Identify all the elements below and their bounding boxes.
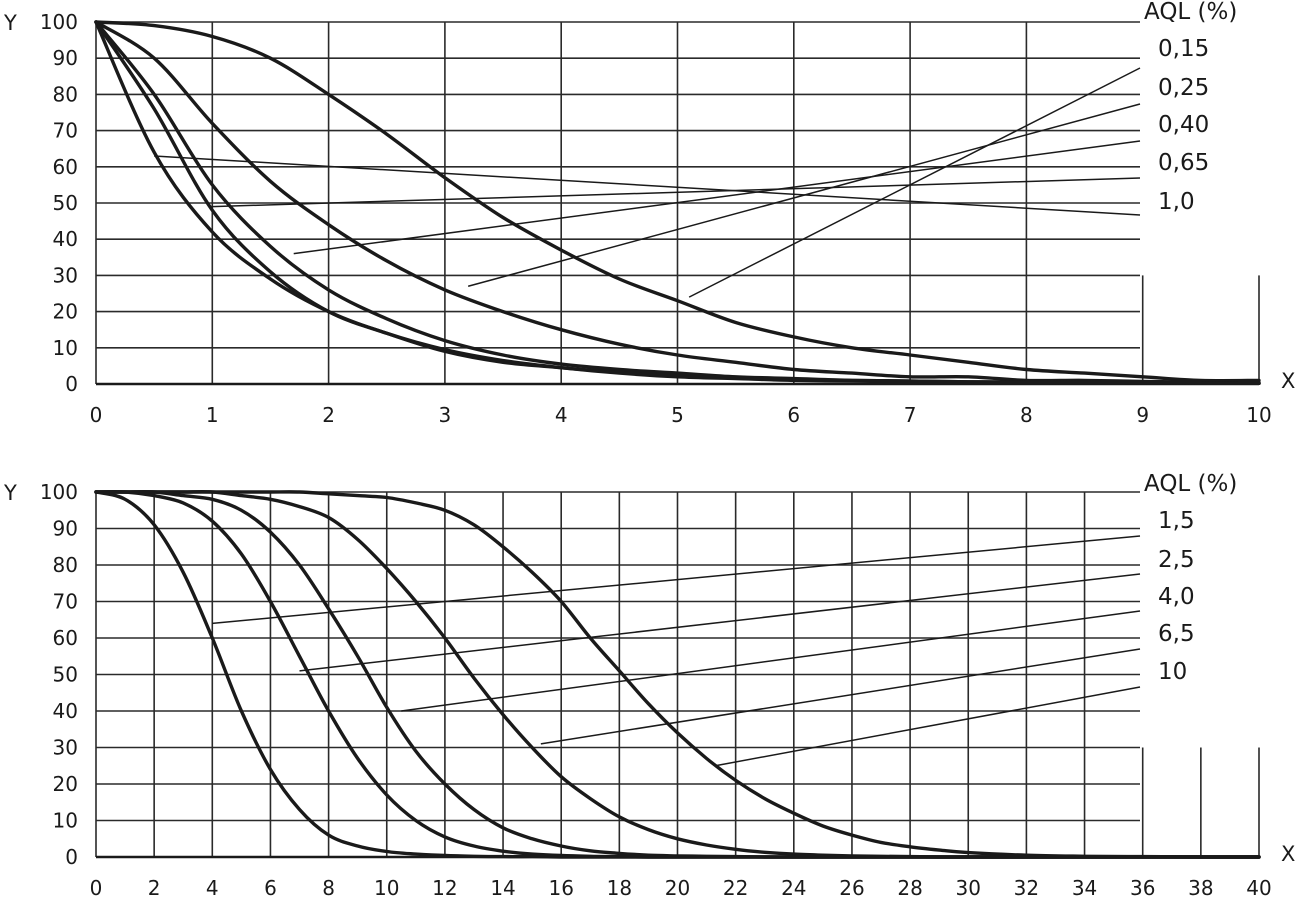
y-tick-label: 60 [53, 626, 78, 650]
x-tick-label: 8 [1020, 403, 1033, 427]
series-label: 0,15 [1158, 36, 1209, 62]
leader-line [715, 686, 1141, 767]
leader-line [212, 535, 1141, 625]
y-tick-label: 20 [53, 300, 78, 324]
y-tick-label: 40 [53, 699, 78, 723]
y-tick-label: 10 [53, 336, 78, 360]
x-tick-label: 14 [490, 876, 515, 900]
series-label: 4,0 [1158, 584, 1195, 610]
x-tick-label: 40 [1246, 876, 1271, 900]
x-tick-label: 4 [555, 403, 568, 427]
x-axis-label: X [1281, 842, 1295, 866]
x-tick-label: 12 [432, 876, 457, 900]
y-tick-label: 70 [53, 119, 78, 143]
x-tick-label: 10 [1246, 403, 1271, 427]
x-tick-label: 3 [439, 403, 452, 427]
leader-line [293, 140, 1141, 255]
x-tick-label: 2 [148, 876, 161, 900]
y-tick-label: 70 [53, 590, 78, 614]
x-tick-label: 26 [839, 876, 864, 900]
x-tick-label: 6 [787, 403, 800, 427]
x-tick-label: 1 [206, 403, 219, 427]
legend-title: AQL (%) [1144, 471, 1237, 497]
x-tick-label: 38 [1188, 876, 1213, 900]
y-tick-label: 80 [53, 82, 78, 106]
x-tick-label: 4 [206, 876, 219, 900]
x-tick-label: 0 [90, 876, 103, 900]
series-label: 0,40 [1158, 112, 1209, 138]
y-tick-label: 90 [53, 517, 78, 541]
y-tick-label: 20 [53, 772, 78, 796]
chart-1: 0 10 20 30 40 50 60 70 80 90 100 0 1 2 3 4 5 6 7 8 9 10 Y X AQL … [3, 0, 1295, 427]
series-line-aql-10 [94, 490, 1261, 859]
x-tick-label: 10 [374, 876, 399, 900]
y-tick-label: 100 [40, 10, 78, 34]
leader-line [540, 648, 1141, 745]
series-line-aql-1-0 [94, 20, 1261, 386]
x-tick-label: 7 [904, 403, 917, 427]
series-label: 0,25 [1158, 75, 1209, 101]
x-tick-label: 2 [322, 403, 335, 427]
grid [95, 491, 1260, 857]
y-tick-label: 0 [65, 845, 78, 869]
y-tick-label: 30 [53, 736, 78, 760]
y-tick-label: 0 [65, 372, 78, 396]
series-line-aql-0-25 [94, 20, 1261, 385]
x-tick-label: 24 [781, 876, 806, 900]
x-axis-label: X [1281, 369, 1295, 393]
series-label: 2,5 [1158, 547, 1195, 573]
series-label: 1,0 [1158, 189, 1195, 215]
x-tick-label: 22 [723, 876, 748, 900]
x-tick-label: 30 [956, 876, 981, 900]
x-tick-label: 36 [1130, 876, 1155, 900]
x-tick-label: 20 [665, 876, 690, 900]
y-tick-label: 10 [53, 809, 78, 833]
series-line-aql-6-5 [94, 490, 1261, 859]
legend-title: AQL (%) [1144, 0, 1237, 25]
x-tick-label: 32 [1014, 876, 1039, 900]
series-label: 0,65 [1158, 150, 1209, 176]
y-tick-label: 90 [53, 46, 78, 70]
series-label: 1,5 [1158, 508, 1195, 534]
y-tick-label: 50 [53, 663, 78, 687]
y-tick-label: 80 [53, 553, 78, 577]
x-tick-label: 6 [264, 876, 277, 900]
y-tick-label: 100 [40, 480, 78, 504]
x-tick-label: 5 [671, 403, 684, 427]
x-tick-label: 8 [322, 876, 335, 900]
leader-line [401, 610, 1141, 712]
leader-line [688, 67, 1141, 298]
y-axis-label: Y [3, 481, 17, 505]
leader-line [299, 573, 1141, 672]
y-tick-label: 30 [53, 263, 78, 287]
x-tick-label: 28 [897, 876, 922, 900]
y-tick-label: 40 [53, 227, 78, 251]
x-tick-label: 9 [1136, 403, 1149, 427]
x-tick-label: 34 [1072, 876, 1097, 900]
leader-line [154, 155, 1141, 216]
y-tick-label: 50 [53, 191, 78, 215]
series-label: 6,5 [1158, 621, 1195, 647]
series-label: 10 [1158, 659, 1187, 685]
y-tick-label: 60 [53, 155, 78, 179]
y-axis-label: Y [3, 11, 17, 35]
x-tick-label: 18 [607, 876, 632, 900]
series-line-aql-0-15 [94, 20, 1261, 383]
leader-line [212, 177, 1141, 208]
x-tick-label: 0 [90, 403, 103, 427]
x-tick-label: 16 [548, 876, 573, 900]
